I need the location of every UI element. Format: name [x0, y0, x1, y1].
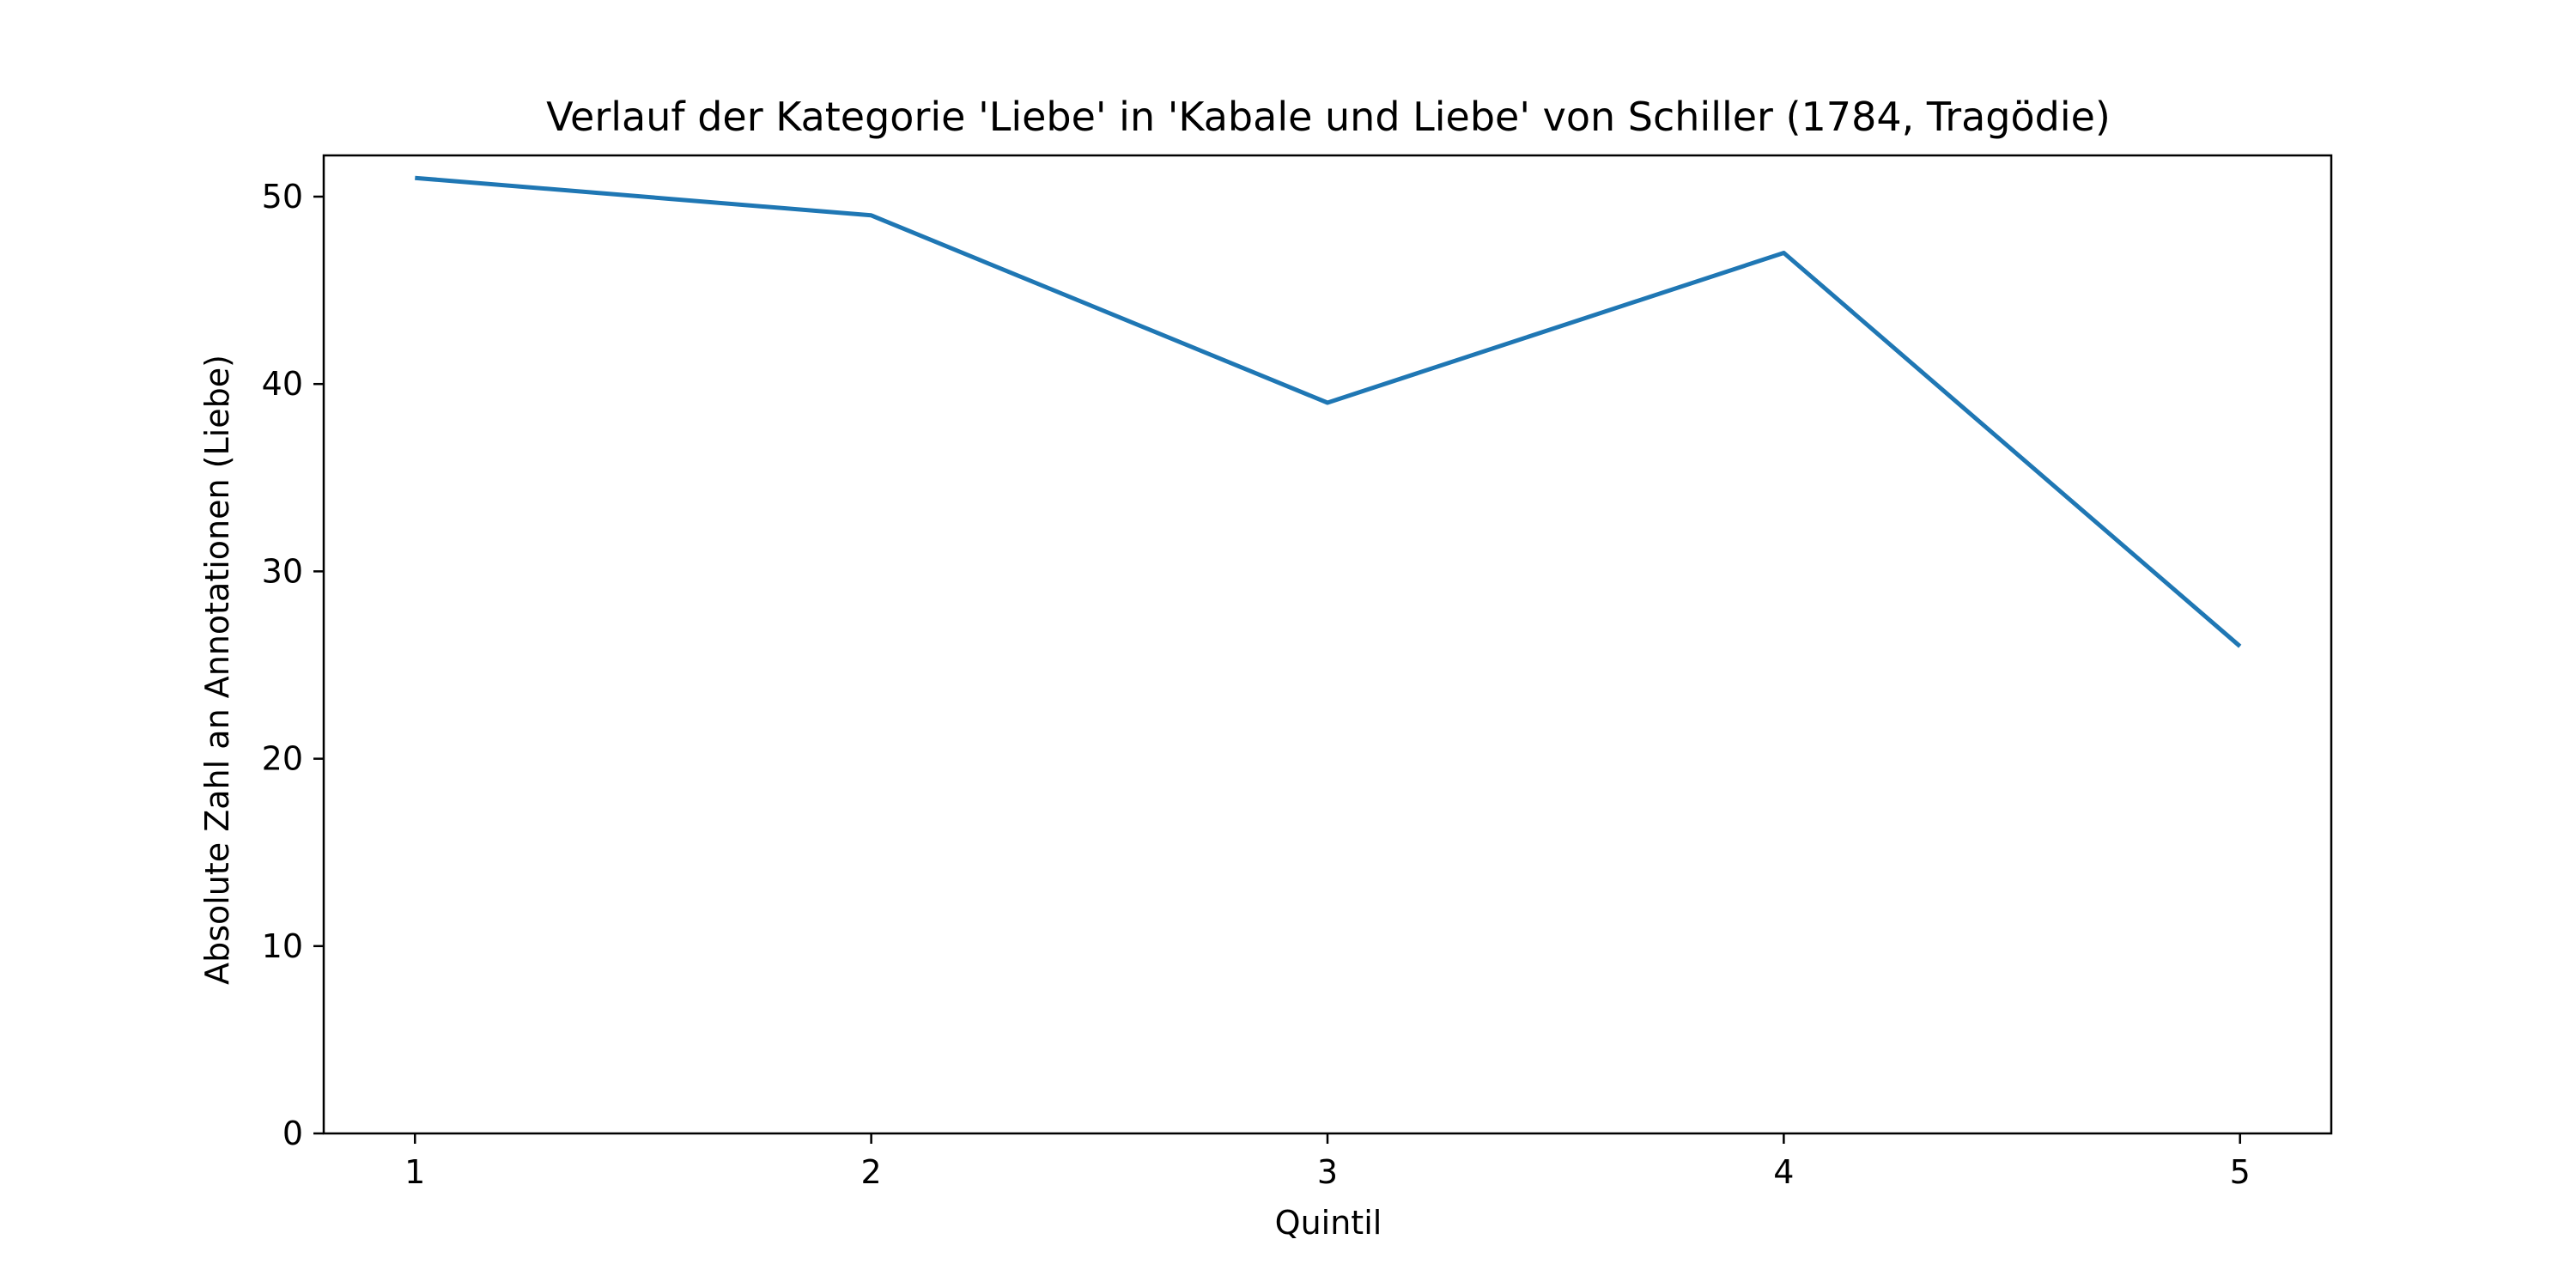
y-tick-label: 30 — [262, 552, 303, 590]
y-tick-label: 40 — [262, 365, 303, 403]
y-tick-label: 50 — [262, 178, 303, 216]
x-tick-label: 1 — [404, 1153, 425, 1191]
y-tick-label: 10 — [262, 927, 303, 965]
x-axis-title: Quintil — [1275, 1204, 1382, 1242]
y-tick-label: 0 — [283, 1115, 303, 1152]
chart-title: Verlauf der Kategorie 'Liebe' in 'Kabale… — [546, 94, 2111, 140]
x-tick-label: 2 — [861, 1153, 882, 1191]
x-tick-label: 5 — [2230, 1153, 2251, 1191]
y-axis: 0 10 20 30 40 50 — [262, 178, 324, 1152]
y-axis-title: Absolute Zahl an Annotationen (Liebe) — [198, 355, 236, 985]
series-line — [415, 175, 2242, 648]
x-tick-label: 4 — [1773, 1153, 1794, 1191]
x-tick-label: 3 — [1317, 1153, 1338, 1191]
y-tick-label: 20 — [262, 740, 303, 778]
x-axis: 1 2 3 4 5 — [404, 1133, 2251, 1191]
